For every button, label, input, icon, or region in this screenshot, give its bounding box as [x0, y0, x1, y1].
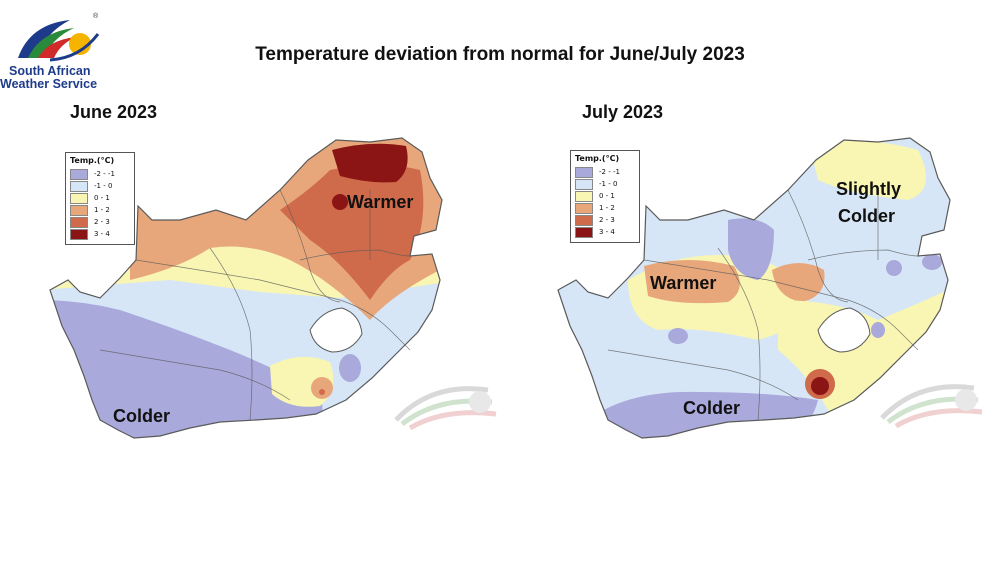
legend-item: 1 - 2 — [70, 204, 130, 216]
logo-wordmark: South African Weather Service — [0, 65, 120, 91]
june-legend: Temp.(°C) -2 - -1 -1 - 0 0 - 1 1 - 2 2 -… — [65, 152, 135, 245]
july-panel-title: July 2023 — [582, 102, 664, 122]
legend-item: -1 - 0 — [575, 178, 635, 190]
june-colder-label: Colder — [113, 406, 171, 426]
logo-line-1: South African — [9, 64, 91, 78]
legend-item: 3 - 4 — [70, 228, 130, 240]
legend-item: 3 - 4 — [575, 226, 635, 238]
legend-item: -2 - -1 — [575, 166, 635, 178]
july-legend: Temp.(°C) -2 - -1 -1 - 0 0 - 1 1 - 2 2 -… — [570, 150, 640, 243]
june-warmer-label: Warmer — [347, 192, 414, 212]
legend-item: -2 - -1 — [70, 168, 130, 180]
saws-logo: ® South African Weather Service — [0, 10, 120, 95]
july-warmer-label: Warmer — [650, 273, 717, 293]
logo-line-2: Weather Service — [0, 77, 98, 91]
legend-item: 0 - 1 — [70, 192, 130, 204]
june-panel-title: June 2023 — [70, 102, 158, 122]
legend-item: 2 - 3 — [575, 214, 635, 226]
watermark-emblem-left — [394, 386, 497, 430]
july-legend-title: Temp.(°C) — [575, 154, 620, 163]
page-title: Temperature deviation from normal for Ju… — [255, 44, 745, 65]
registered-mark: ® — [93, 13, 99, 20]
watermark-emblem-right — [880, 384, 983, 428]
july-colder-south-label: Colder — [683, 398, 741, 418]
legend-item: -1 - 0 — [70, 180, 130, 192]
july-colder-north-label: Colder — [838, 206, 896, 226]
legend-item: 0 - 1 — [575, 190, 635, 202]
legend-item: 1 - 2 — [575, 202, 635, 214]
june-legend-title: Temp.(°C) — [70, 156, 115, 165]
july-slightly-label: Slightly — [836, 179, 902, 199]
june-map — [40, 130, 460, 460]
saws-logo-emblem — [18, 20, 100, 62]
legend-item: 2 - 3 — [70, 216, 130, 228]
